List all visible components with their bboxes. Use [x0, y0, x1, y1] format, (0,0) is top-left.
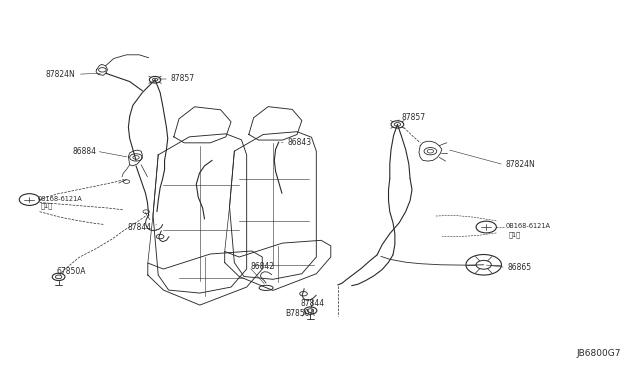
- Text: 87824N: 87824N: [46, 70, 76, 79]
- Text: 86865: 86865: [507, 263, 531, 272]
- Text: （1）: （1）: [41, 203, 53, 209]
- Text: 87844: 87844: [128, 222, 152, 231]
- Text: 87857: 87857: [171, 74, 195, 83]
- Text: 86842: 86842: [250, 262, 274, 271]
- Text: 0B168-6121A: 0B168-6121A: [505, 223, 550, 229]
- Text: 67850A: 67850A: [57, 266, 86, 276]
- Text: （1）: （1）: [509, 231, 521, 238]
- Text: 86843: 86843: [287, 138, 311, 147]
- Text: 87824N: 87824N: [505, 160, 535, 169]
- Text: B7850A: B7850A: [285, 309, 315, 318]
- Text: 87844: 87844: [300, 299, 324, 308]
- Text: 86884: 86884: [73, 147, 97, 156]
- Text: 08168-6121A: 08168-6121A: [38, 196, 83, 202]
- Text: JB6800G7: JB6800G7: [577, 349, 621, 358]
- Text: 87857: 87857: [401, 113, 426, 122]
